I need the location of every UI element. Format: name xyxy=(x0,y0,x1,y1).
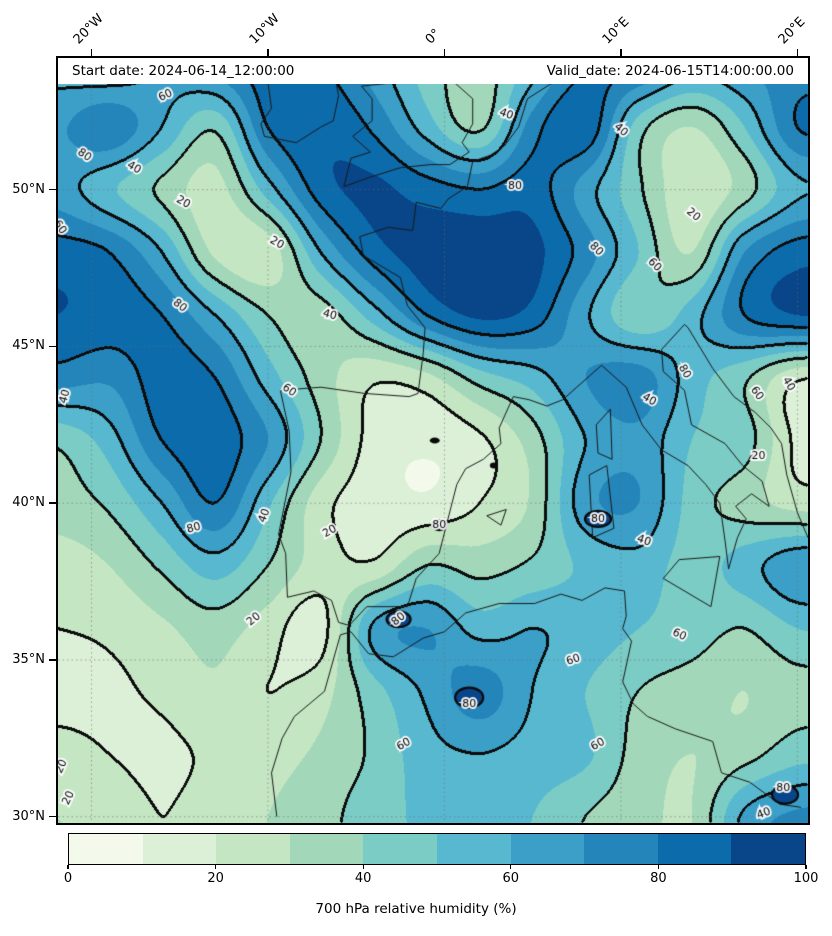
top-axis-tick xyxy=(620,49,622,56)
left-axis-tick xyxy=(49,345,56,348)
colorbar-tick-label: 0 xyxy=(63,871,73,886)
top-axis-tick xyxy=(90,49,93,56)
left-axis-tick xyxy=(49,815,56,818)
colorbar-tick-label: 40 xyxy=(354,871,372,886)
colorbar-tick-label: 20 xyxy=(207,871,224,886)
top-axis-tick-label: 20°E xyxy=(776,14,809,48)
colorbar-tick-label: 60 xyxy=(502,871,520,886)
top-axis-tick xyxy=(443,49,446,56)
top-axis-tick-label: 10°W xyxy=(246,11,283,48)
colorbar-tick-label: 80 xyxy=(650,871,667,886)
colorbar-segment xyxy=(657,834,732,864)
colorbar-tick xyxy=(215,865,217,869)
left-axis-tick-label: 50°N xyxy=(12,181,45,197)
colorbar-tick xyxy=(362,865,364,869)
colorbar-tick-label: 100 xyxy=(793,871,819,886)
left-axis-tick xyxy=(49,659,56,661)
colorbar-segment xyxy=(69,834,143,864)
left-axis-tick-label: 35°N xyxy=(12,651,45,667)
colorbar-segment xyxy=(510,834,585,864)
colorbar-tick xyxy=(510,865,512,869)
left-axis-tick xyxy=(49,188,56,191)
colorbar-segment xyxy=(436,834,511,864)
colorbar-tick xyxy=(67,865,69,869)
colorbar-segment xyxy=(363,834,437,864)
colorbar-segment xyxy=(289,834,364,864)
colorbar-segment xyxy=(584,834,658,864)
colorbar-segment xyxy=(216,834,290,864)
top-axis-tick xyxy=(796,49,799,56)
top-axis-tick-label: 20°W xyxy=(70,11,107,48)
map-plot-area: Start date: 2024-06-14_12:00:00 Valid_da… xyxy=(56,56,810,825)
top-axis-tick xyxy=(267,49,269,56)
colorbar-tick xyxy=(657,865,659,869)
top-axis-tick-label: 0° xyxy=(423,26,445,48)
top-axis-tick-label: 10°E xyxy=(599,14,633,48)
colorbar-segment xyxy=(142,834,217,864)
left-axis-tick xyxy=(49,502,56,504)
humidity-contour-canvas xyxy=(58,58,808,823)
colorbar-segment xyxy=(731,834,805,864)
left-axis-tick-label: 40°N xyxy=(12,495,45,511)
left-axis-tick-label: 30°N xyxy=(12,808,45,824)
colorbar-title: 700 hPa relative humidity (%) xyxy=(315,901,517,917)
valid-date-label: Valid_date: 2024-06-15T14:00:00.00 xyxy=(546,63,794,79)
colorbar-tick xyxy=(805,865,807,869)
colorbar xyxy=(68,833,806,865)
left-axis-tick-label: 45°N xyxy=(12,338,45,354)
title-bar: Start date: 2024-06-14_12:00:00 Valid_da… xyxy=(58,58,808,84)
start-date-label: Start date: 2024-06-14_12:00:00 xyxy=(72,63,295,79)
